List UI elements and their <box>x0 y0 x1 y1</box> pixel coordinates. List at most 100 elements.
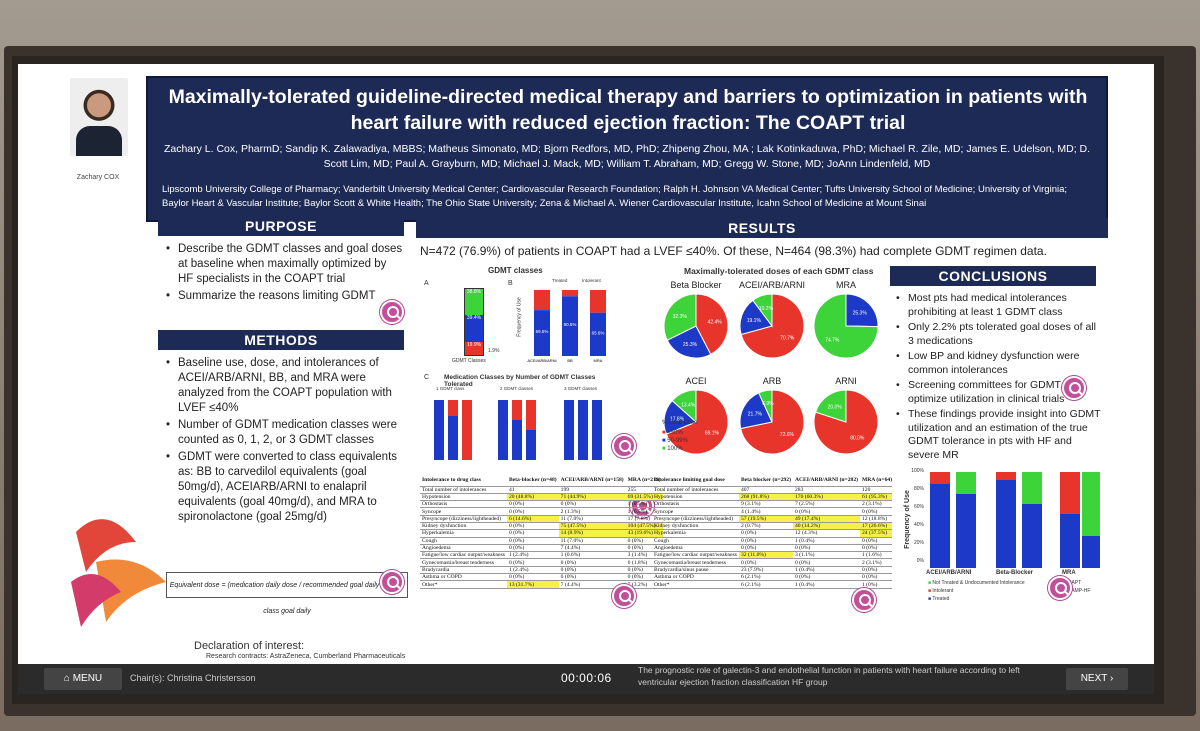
table-cell: 268 (91.8%) <box>738 493 793 502</box>
results-intro: N=472 (76.9%) of patients in COAPT had a… <box>420 244 1047 258</box>
table-cell: 40 (14.2%) <box>792 522 860 531</box>
next-button[interactable]: NEXT › <box>1066 668 1128 690</box>
bar-mark <box>462 400 472 460</box>
table-cell: 71 (44.9%) <box>558 493 626 502</box>
table-cell: 24 (37.5%) <box>859 529 895 538</box>
bar-mark <box>996 480 1016 568</box>
purpose-bullet: Describe the GDMT classes and goal doses… <box>164 242 404 287</box>
table-row: Fatigue/low cardiac output/weakness 1 (2.… <box>420 551 663 560</box>
bar-mark <box>448 416 458 460</box>
table-cell: 7 (2.5%) <box>792 500 860 509</box>
bar-mark <box>512 420 522 460</box>
coapt-tick-label: 100% <box>911 468 924 474</box>
pie-data-label: 6.9% <box>762 401 774 407</box>
pie-slice <box>752 293 773 328</box>
table-cell: 0 (0%) <box>506 544 559 553</box>
panel-b-chart: 69.5% ACEI/ARB/ARNI 90.5% BB 65.6% MRA <box>527 290 606 362</box>
pie-slice <box>665 389 729 455</box>
results-title: RESULTS <box>416 218 1108 238</box>
table-cell: 104 (47.5%) <box>625 522 663 531</box>
table-cell: 1 (0.6%) <box>558 551 626 560</box>
zoom-icon[interactable] <box>612 434 636 458</box>
coapt-legend-label: Intolerant <box>932 588 954 594</box>
table-cell: 6 (2.1%) <box>738 580 793 589</box>
bar-value-label: 65.6% <box>592 330 605 335</box>
table-header-cell: ACEI/ARB/ARNI (n=282) <box>792 474 860 487</box>
table-cell: 0 (0%) <box>859 573 895 582</box>
zoom-icon[interactable] <box>380 300 404 324</box>
bar-mark <box>448 400 458 416</box>
bar-mark <box>930 472 950 484</box>
table-cell: Gynecomastia/breast tenderness <box>420 558 507 567</box>
coapt-ticks: 100% 80% 60% 40% 20% 0% <box>904 468 924 568</box>
coapt-legend-item: ■ Intolerant <box>928 588 954 594</box>
zoom-icon[interactable] <box>1062 376 1086 400</box>
menu-button[interactable]: ⌂ MENU <box>44 668 122 690</box>
bar-mark <box>1060 514 1080 568</box>
coapt-legend-item: COAPT <box>1064 580 1082 586</box>
table-cell: 0 (0%) <box>558 573 626 582</box>
pie-slice <box>814 389 847 423</box>
conclusions-list: Most pts had medical intolerances prohib… <box>894 292 1102 464</box>
table-cell: 0 (0%) <box>625 573 663 582</box>
table-cell: 0 (0%) <box>792 544 860 553</box>
table-cell: 49 (17.4%) <box>792 515 860 524</box>
zoom-icon[interactable] <box>852 588 876 612</box>
zoom-icon[interactable] <box>612 584 636 608</box>
table-row: Hyperkalemia 0 (0%) 14 (8.9%) 43 (19.6%) <box>420 529 663 538</box>
table-cell: 1 (2.4%) <box>506 566 559 575</box>
table-cell: 7 (4.4%) <box>558 580 626 589</box>
panel-b-legend-intolerant: Intolerant <box>582 278 601 283</box>
table-header-cell: Intolerance limiting goal dose <box>652 474 739 487</box>
table-cell: 3 (1.4%) <box>625 551 663 560</box>
pie-data-label: 13.4% <box>681 402 696 408</box>
table-cell: 2 (3.1%) <box>859 558 895 567</box>
table-cell: 17 (26.6%) <box>859 522 895 531</box>
zoom-icon[interactable] <box>1048 576 1072 600</box>
pie-data-label: 80.0% <box>850 436 865 442</box>
zoom-icon[interactable] <box>380 570 404 594</box>
bar-treated <box>562 296 578 356</box>
table-row: Other* 6 (2.1%) 1 (0.4%) 1 (0%) <box>652 580 895 589</box>
table-row: Kidney dysfunction 0 (0%) 75 (47.5%) 104 (4… <box>420 522 663 531</box>
bar-mark <box>996 472 1016 480</box>
conclusion-bullet: Screening committees for GDMT optimize u… <box>894 379 1102 406</box>
panel-b-legend-treated: Treated <box>552 278 568 283</box>
pie-slice <box>666 325 712 359</box>
pie-slice <box>758 389 773 423</box>
stack-segment: 38.8% <box>465 289 483 316</box>
table-cell: Hyperkalemia <box>420 529 507 538</box>
table-cell: 0 (0%) <box>625 544 663 553</box>
table-cell: Angioedema <box>420 544 507 553</box>
table-row: Gynecomastia/breast tenderness 0 (0%) 0 (0… <box>420 558 663 567</box>
pie-slice <box>845 293 879 328</box>
bar-mark <box>526 400 536 430</box>
table-cell: 1 (1.6%) <box>859 551 895 560</box>
table-cell: 0 (0%) <box>506 537 559 545</box>
table-cell: 17 (7.8%) <box>625 515 663 524</box>
bar-mark <box>1082 472 1100 536</box>
bar-intolerant <box>562 290 578 297</box>
bar-intolerant <box>534 290 550 311</box>
table-cell: 12 (4.3%) <box>792 529 860 538</box>
chevron-right-icon: › <box>1109 673 1114 684</box>
table-cell: Bradycardia/sinus pause <box>652 566 739 575</box>
conclusion-bullet: Most pts had medical intolerances prohib… <box>894 292 1102 319</box>
table-cell: 41 <box>506 486 559 494</box>
table-cell: Presyncope (dizziness/lightheaded) <box>652 515 739 524</box>
table-row: Orthostasis 9 (3.1%) 7 (2.5%) 2 (3.1%) <box>652 500 895 509</box>
bar-mark <box>1060 472 1080 514</box>
table-cell: Bradycardia <box>420 566 507 575</box>
table-row: Asthma or COPD 0 (0%) 0 (0%) 0 (0%) <box>420 573 663 582</box>
table-cell: 0 (0%) <box>792 573 860 582</box>
purpose-title: PURPOSE <box>158 216 404 236</box>
poster-authors: Zachary L. Cox, PharmD; Sandip K. Zalawa… <box>163 143 1091 170</box>
table-header-row: Intolerance to drug class Beta-blocker (n… <box>420 474 663 487</box>
table-cell: 6 (1.8%) <box>625 558 663 567</box>
table-header-cell: Beta-blocker (n=48) <box>506 474 559 487</box>
poster-screen: Zachary COX Maximally-tolerated guidelin… <box>18 64 1154 694</box>
panel-c-label: C <box>424 374 430 381</box>
table-cell: 0 (0%) <box>506 573 559 582</box>
table-cell: 0 (0%) <box>506 500 559 509</box>
pie-data-label: 25.3% <box>853 311 868 317</box>
